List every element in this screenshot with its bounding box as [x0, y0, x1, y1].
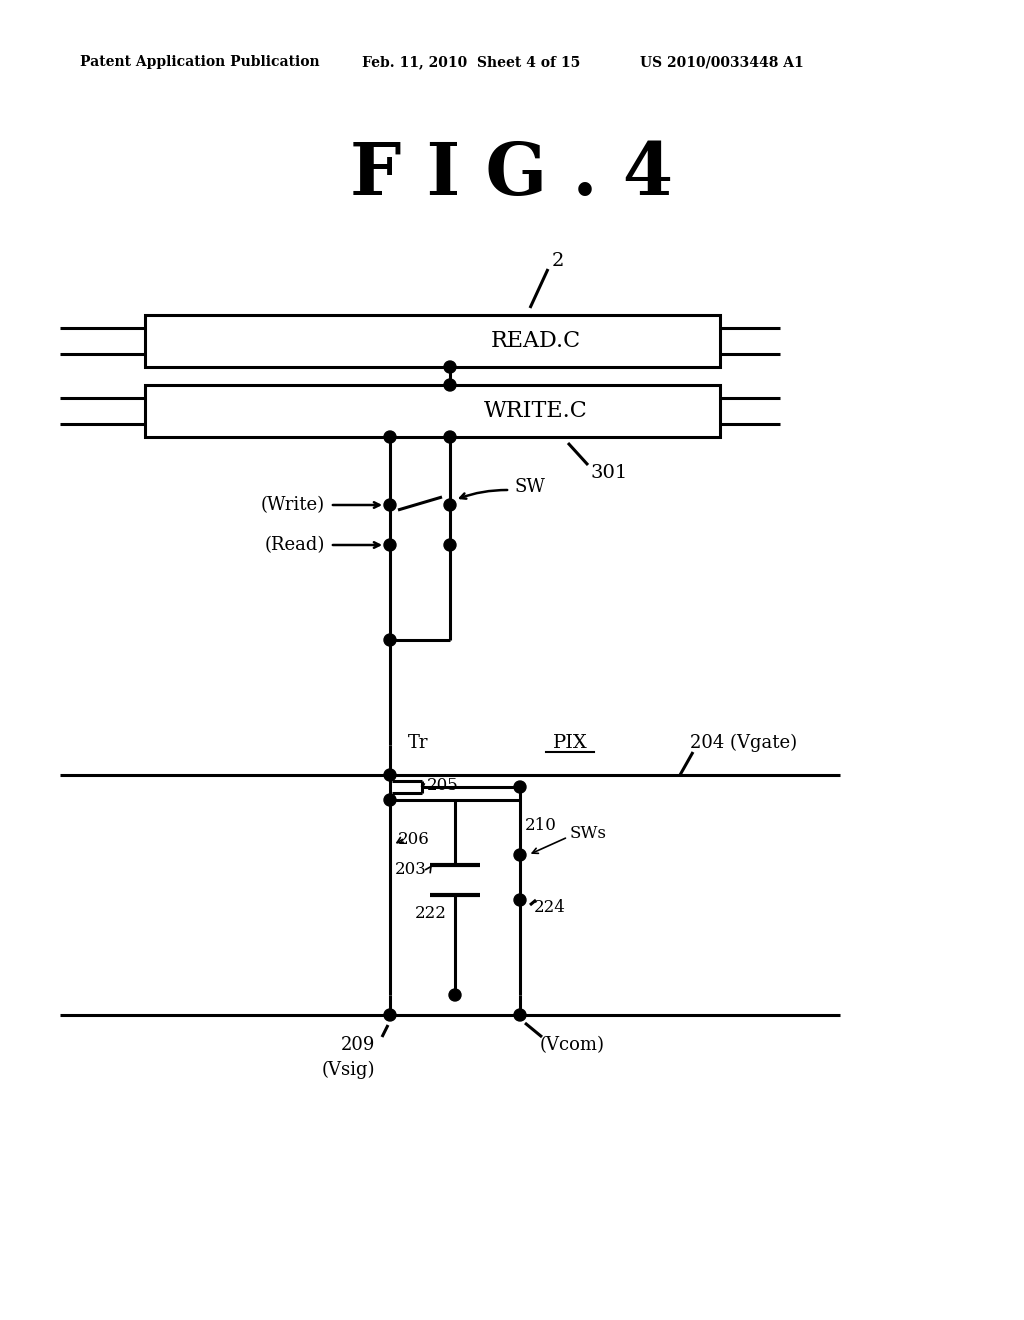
Circle shape — [514, 781, 526, 793]
Text: Patent Application Publication: Patent Application Publication — [80, 55, 319, 69]
Text: PIX: PIX — [553, 734, 588, 752]
Text: WRITE.C: WRITE.C — [484, 400, 588, 422]
Text: 301: 301 — [590, 465, 628, 482]
Text: SW: SW — [515, 478, 546, 496]
Text: US 2010/0033448 A1: US 2010/0033448 A1 — [640, 55, 804, 69]
Circle shape — [384, 539, 396, 550]
Text: 209: 209 — [341, 1036, 375, 1053]
Circle shape — [444, 539, 456, 550]
Circle shape — [444, 360, 456, 374]
Text: 224: 224 — [534, 899, 566, 916]
Circle shape — [514, 894, 526, 906]
Circle shape — [384, 795, 396, 807]
Text: Feb. 11, 2010  Sheet 4 of 15: Feb. 11, 2010 Sheet 4 of 15 — [362, 55, 581, 69]
Text: 205: 205 — [427, 776, 459, 793]
Circle shape — [384, 499, 396, 511]
Circle shape — [444, 379, 456, 391]
Text: Tr: Tr — [408, 734, 428, 752]
Circle shape — [444, 499, 456, 511]
Bar — [145, 315, 720, 367]
Text: (Write): (Write) — [261, 496, 325, 513]
Circle shape — [384, 1008, 396, 1020]
Circle shape — [384, 432, 396, 444]
Circle shape — [514, 849, 526, 861]
Circle shape — [444, 432, 456, 444]
Circle shape — [384, 634, 396, 645]
Circle shape — [514, 1008, 526, 1020]
Text: 204 (Vgate): 204 (Vgate) — [690, 734, 797, 752]
Text: 203: 203 — [395, 862, 427, 879]
Text: 2: 2 — [552, 252, 564, 271]
Circle shape — [449, 989, 461, 1001]
Text: READ.C: READ.C — [490, 330, 581, 352]
Text: (Vcom): (Vcom) — [540, 1036, 605, 1053]
Text: F I G . 4: F I G . 4 — [350, 140, 674, 210]
Circle shape — [384, 770, 396, 781]
Bar — [145, 385, 720, 437]
Text: 222: 222 — [415, 904, 447, 921]
Text: 210: 210 — [525, 817, 557, 833]
Text: (Vsig): (Vsig) — [322, 1061, 375, 1080]
Text: SWs: SWs — [570, 825, 607, 842]
Text: (Read): (Read) — [264, 536, 325, 554]
Text: 206: 206 — [398, 832, 430, 849]
